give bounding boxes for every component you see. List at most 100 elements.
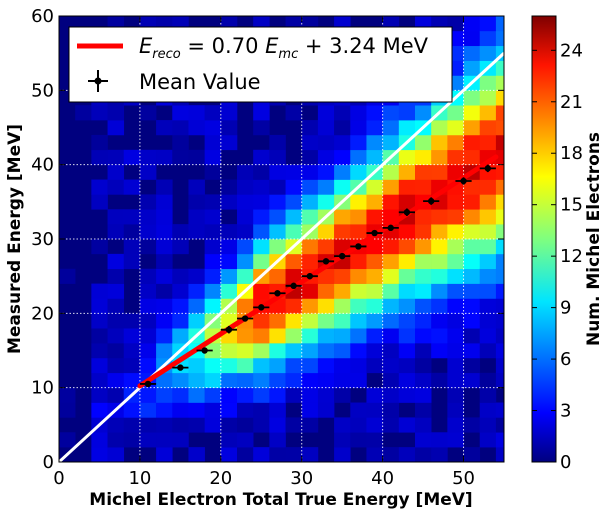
heatmap-cell [415, 387, 432, 403]
heatmap-cell [285, 343, 303, 359]
heatmap-cell [204, 239, 222, 255]
heatmap-cell [220, 283, 238, 299]
colorbar-tick-label: 15 [560, 195, 583, 216]
heatmap-cell [139, 268, 157, 284]
mean-value-point [366, 229, 383, 237]
colorbar-tick-label: 3 [560, 401, 571, 422]
heatmap-cell [398, 298, 416, 314]
heatmap-cell [91, 447, 108, 462]
heatmap-cell [301, 402, 319, 418]
heatmap-cell [398, 417, 416, 433]
heatmap-cell [139, 209, 157, 225]
legend-mean-label: Mean Value [139, 70, 261, 94]
heatmap-cell [269, 149, 286, 165]
mean-value-point [196, 347, 213, 354]
heatmap-cell [431, 298, 448, 314]
heatmap-cell [301, 372, 319, 388]
heatmap-cell [431, 224, 448, 240]
heatmap-cell [431, 149, 448, 165]
y-tick-label: 10 [31, 378, 54, 399]
heatmap-cell [253, 402, 270, 418]
heatmap-cell [285, 268, 303, 284]
heatmap-cell [366, 253, 383, 270]
heatmap-cell [91, 432, 108, 448]
heatmap-cell [463, 30, 481, 47]
heatmap-cell [107, 328, 125, 344]
heatmap-cell [431, 343, 448, 359]
heatmap-cell [334, 387, 351, 403]
heatmap-cell [431, 253, 448, 270]
heatmap-cell [334, 268, 351, 284]
heatmap-cell [317, 357, 335, 374]
heatmap-cell [237, 209, 254, 225]
heatmap-cell [285, 298, 303, 314]
heatmap-cell [139, 239, 157, 255]
heatmap-cell [350, 149, 367, 165]
heatmap-cell [237, 447, 254, 462]
heatmap-cell [123, 402, 141, 418]
heatmap-cell [382, 387, 400, 403]
heatmap-cell [447, 372, 464, 388]
heatmap-cell [447, 417, 464, 433]
heatmap-cell [366, 313, 383, 329]
y-tick-label: 0 [43, 452, 54, 473]
heatmap-cell [123, 209, 141, 225]
heatmap-cell [107, 164, 125, 180]
heatmap-cell [188, 224, 205, 240]
heatmap-cell [463, 328, 481, 344]
heatmap-cell [237, 328, 254, 344]
heatmap-cell [495, 372, 504, 388]
heatmap-cell [172, 239, 189, 255]
mean-value-point [172, 364, 189, 371]
heatmap-cell [317, 149, 335, 165]
heatmap-cell [204, 387, 222, 403]
heatmap-cell [91, 328, 108, 344]
heatmap-cell [139, 149, 157, 165]
mean-value-errorbars [139, 164, 496, 388]
heatmap-cell [285, 417, 303, 433]
heatmap-cell [139, 298, 157, 314]
heatmap-cell [350, 105, 367, 121]
heatmap-cell [366, 417, 383, 433]
heatmap-cell [188, 357, 205, 374]
heatmap-cell [415, 239, 432, 255]
heatmap-cell [301, 253, 319, 270]
heatmap-cell [366, 357, 383, 374]
heatmap-cell [172, 387, 189, 403]
heatmap-cell [156, 149, 173, 165]
heatmap-cell [301, 298, 319, 314]
heatmap-cell [334, 283, 351, 299]
mean-value-point [350, 243, 367, 250]
heatmap-cell [350, 253, 367, 270]
heatmap-cell [415, 313, 432, 329]
heatmap-cell [107, 447, 125, 462]
heatmap-cell [431, 447, 448, 462]
heatmap-cell [59, 432, 76, 448]
heatmap-cell [479, 224, 497, 240]
heatmap-cell [269, 357, 286, 374]
heatmap-cell [334, 224, 351, 240]
heatmap-cell [91, 179, 108, 195]
heatmap-cell [139, 105, 157, 121]
heatmap-cell [204, 298, 222, 314]
heatmap-cell [269, 402, 286, 418]
heatmap-cell [447, 149, 464, 165]
heatmap-cell [220, 447, 238, 462]
heatmap-cell [204, 268, 222, 284]
y-tick-label: 50 [31, 80, 54, 101]
heatmap-cell [350, 194, 367, 210]
heatmap-cell [156, 402, 173, 418]
heatmap-cell [350, 402, 367, 418]
heatmap-cell [237, 432, 254, 448]
y-tick-label: 40 [31, 155, 54, 176]
heatmap-cell [285, 372, 303, 388]
heatmap-cell [317, 372, 335, 388]
heatmap-cell [366, 447, 383, 462]
heatmap-cell [253, 372, 270, 388]
heatmap-cell [269, 209, 286, 225]
heatmap-cell [463, 60, 481, 76]
heatmap-cell [447, 134, 464, 151]
heatmap-cell [366, 134, 383, 151]
heatmap-cell [479, 179, 497, 195]
heatmap-cell [495, 194, 504, 210]
